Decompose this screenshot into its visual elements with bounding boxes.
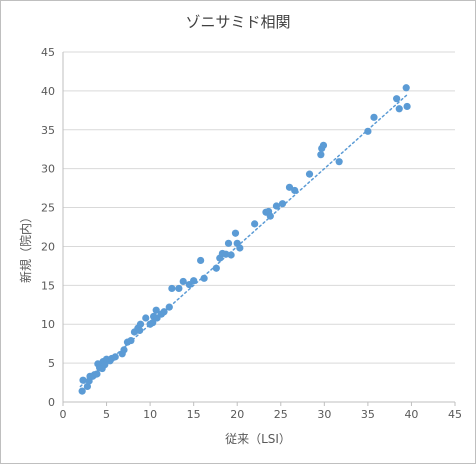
data-point	[142, 314, 150, 322]
x-tick-label: 10	[143, 408, 157, 421]
y-tick-label: 20	[41, 240, 55, 253]
y-tick-label: 0	[48, 396, 55, 409]
data-point	[231, 229, 240, 237]
data-point	[278, 200, 287, 208]
data-point	[370, 113, 378, 121]
gridlines	[63, 51, 455, 364]
data-point	[200, 274, 208, 282]
y-tick-label: 45	[41, 46, 55, 59]
data-point	[402, 84, 410, 92]
data-point	[149, 319, 157, 327]
tick-labels: 0 5 10 15 20 25 30 35 40 45 0 5 10 15 20 25 30 35 40 45	[41, 46, 462, 421]
trendline	[79, 94, 408, 388]
data-point	[152, 306, 160, 314]
data-point	[319, 141, 328, 149]
x-tick-label: 40	[404, 408, 418, 421]
data-point	[212, 264, 220, 272]
trendline-line	[79, 94, 408, 388]
x-tick-label: 5	[103, 408, 110, 421]
data-point	[291, 186, 299, 195]
data-point	[78, 387, 86, 395]
y-tick-label: 15	[41, 279, 55, 292]
data-point	[111, 353, 119, 361]
data-points	[78, 84, 411, 395]
data-point	[251, 220, 259, 228]
x-tick-label: 35	[361, 408, 375, 421]
data-point	[393, 95, 401, 103]
data-point	[79, 376, 87, 384]
data-point	[101, 361, 109, 369]
y-tick-label: 10	[41, 318, 55, 331]
data-point	[136, 320, 145, 328]
data-point	[160, 308, 168, 316]
data-point	[227, 251, 235, 259]
y-axis-title: 新規（院内）	[18, 211, 33, 283]
chart-title: ゾニサミド相関	[185, 13, 290, 31]
y-tick-label: 25	[41, 202, 55, 215]
y-tick-label: 5	[48, 357, 55, 370]
data-point	[272, 202, 281, 210]
data-point	[168, 284, 176, 293]
data-point	[236, 244, 244, 252]
y-tick-label: 35	[41, 124, 55, 137]
data-point	[165, 303, 173, 311]
x-tick-label: 20	[230, 408, 244, 421]
data-point	[364, 127, 372, 135]
x-tick-label: 25	[274, 408, 288, 421]
y-tick-label: 40	[41, 85, 55, 98]
data-point	[179, 277, 187, 286]
data-point	[395, 105, 403, 113]
x-tick-label: 45	[448, 408, 462, 421]
data-point	[127, 336, 135, 345]
x-tick-label: 0	[60, 408, 67, 421]
data-point	[335, 158, 343, 166]
x-tick-label: 15	[187, 408, 201, 421]
data-point	[175, 284, 183, 293]
data-point	[403, 102, 411, 111]
data-point	[120, 346, 128, 354]
axes	[62, 52, 456, 406]
data-point	[197, 256, 205, 265]
data-point	[305, 170, 314, 178]
data-point	[93, 370, 101, 378]
x-axis-title: 従来（LSI）	[225, 432, 291, 446]
y-tick-label: 30	[41, 163, 55, 176]
data-point	[83, 382, 91, 391]
data-point	[190, 277, 198, 285]
data-point	[285, 183, 294, 191]
data-point	[224, 239, 233, 247]
data-point	[266, 212, 274, 220]
data-point	[317, 151, 325, 159]
data-point	[136, 326, 144, 335]
x-tick-label: 30	[317, 408, 331, 421]
